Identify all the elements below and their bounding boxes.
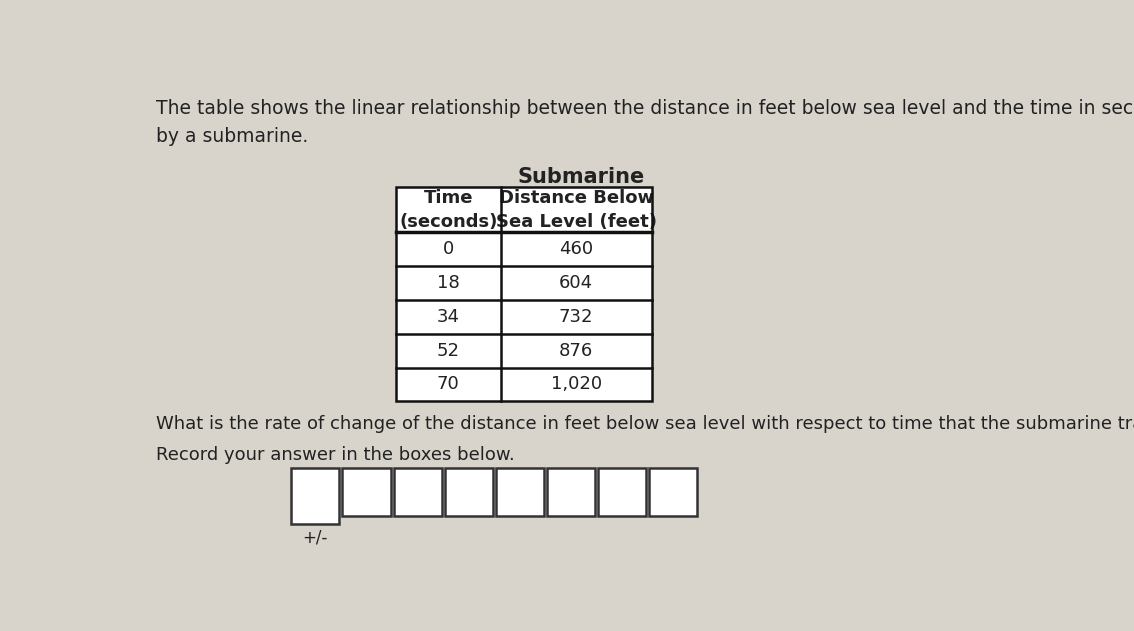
Text: 52: 52 (437, 341, 459, 360)
Bar (396, 187, 652, 401)
Text: Distance Below
Sea Level (feet): Distance Below Sea Level (feet) (496, 189, 657, 230)
Bar (650, 468, 697, 516)
Bar (547, 468, 595, 516)
Bar (393, 468, 441, 516)
Text: Time
(seconds): Time (seconds) (399, 189, 498, 230)
Text: Record your answer in the boxes below.: Record your answer in the boxes below. (155, 446, 515, 464)
Bar (496, 468, 544, 516)
Text: Submarine: Submarine (517, 167, 645, 187)
Text: 18: 18 (437, 274, 459, 292)
Bar (291, 468, 339, 524)
Text: 1,020: 1,020 (551, 375, 602, 394)
Text: The table shows the linear relationship between the distance in feet below sea l: The table shows the linear relationship … (155, 99, 1134, 146)
Bar (445, 468, 493, 516)
Text: 0: 0 (442, 240, 454, 258)
Text: 460: 460 (559, 240, 593, 258)
Bar (342, 468, 390, 516)
Text: +/-: +/- (303, 529, 328, 546)
Text: 70: 70 (437, 375, 459, 394)
Text: 34: 34 (437, 308, 459, 326)
Text: 604: 604 (559, 274, 593, 292)
Text: 876: 876 (559, 341, 593, 360)
Text: What is the rate of change of the distance in feet below sea level with respect : What is the rate of change of the distan… (155, 415, 1134, 433)
Text: 732: 732 (559, 308, 593, 326)
Bar (396, 187, 652, 401)
Bar (599, 468, 646, 516)
